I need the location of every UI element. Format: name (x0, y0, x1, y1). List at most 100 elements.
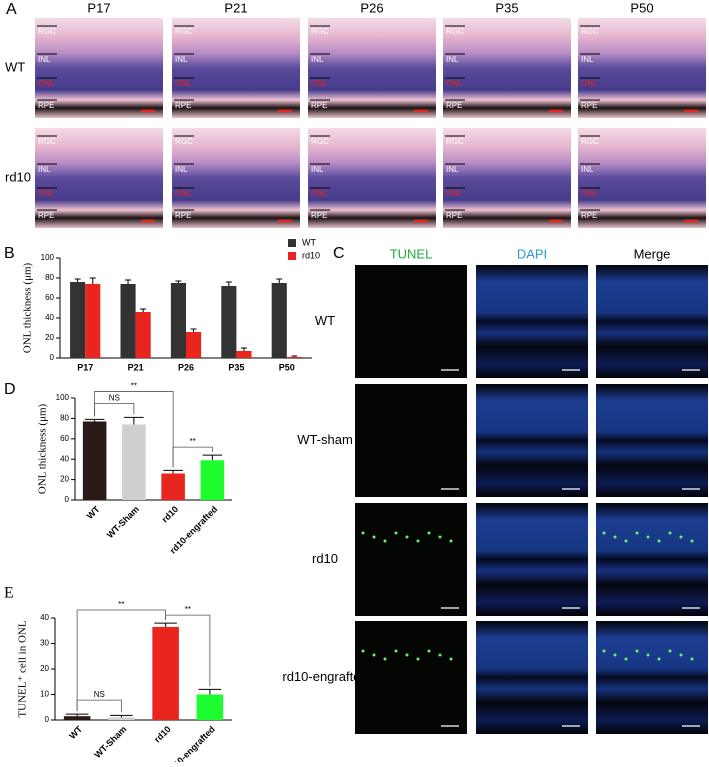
y-axis-label: ONL thickness (μm) (22, 262, 34, 353)
bar (170, 283, 186, 358)
y-axis-label: ONL thickness (μm) (37, 403, 49, 494)
layer-label: INL (175, 55, 188, 64)
x-tick-label: WT (67, 724, 84, 741)
bar (82, 421, 107, 500)
x-tick-label: P50 (279, 362, 295, 372)
layer-label: ONL (446, 189, 463, 198)
x-tick-label: WT (85, 504, 102, 521)
fluorescence-image (476, 265, 588, 378)
fluorescence-image (476, 384, 588, 497)
y-tick-label: 40 (40, 613, 49, 622)
y-tick-label: 60 (60, 434, 69, 443)
layer-label: INL (446, 55, 459, 64)
fluorescence-image (355, 265, 467, 378)
fluorescence-image (596, 384, 708, 497)
row-label: rd10-engrafted (282, 669, 367, 684)
y-tick-label: 100 (41, 253, 55, 262)
y-axis-label: TUNEL⁺ cell in ONL (17, 620, 29, 717)
fluorescence-image (476, 503, 588, 616)
layer-label: RPE (581, 211, 597, 220)
bar (196, 694, 224, 720)
tunel-spot (405, 535, 409, 539)
tunel-spot (679, 653, 683, 657)
bar (108, 717, 135, 720)
significance-bracket (94, 391, 174, 468)
row-label: rd10 (5, 169, 31, 184)
column-label: Merge (634, 246, 671, 261)
x-tick-label: P35 (228, 362, 244, 372)
bar (186, 332, 202, 358)
layer-label: INL (38, 165, 51, 174)
tunel-spot (372, 653, 376, 657)
layer-label: INL (446, 165, 459, 174)
significance-label: ** (185, 605, 191, 614)
panel-label: A (6, 1, 17, 18)
y-tick-label: 30 (40, 639, 49, 648)
layer-label: RPE (175, 101, 191, 110)
layer-label: RPE (38, 211, 54, 220)
legend-swatch (288, 239, 296, 247)
y-tick-label: 0 (50, 353, 55, 362)
y-tick-label: 0 (65, 495, 70, 504)
histology-image (35, 128, 163, 228)
tunel-spot (679, 535, 683, 539)
tunel-spot (383, 657, 387, 661)
panel-label: B (4, 245, 15, 262)
bar (200, 460, 225, 500)
layer-label: RGC (581, 137, 599, 146)
tunel-spot (613, 535, 617, 539)
significance-bracket (165, 614, 211, 687)
significance-bracket (94, 402, 135, 417)
y-tick-label: 40 (45, 313, 54, 322)
significance-label: ** (190, 437, 196, 446)
tunel-spot (690, 539, 694, 543)
significance-bracket (172, 446, 213, 468)
layer-label: RPE (581, 101, 597, 110)
tunel-spot (657, 539, 661, 543)
histology-image (443, 128, 571, 228)
column-label: P35 (495, 0, 518, 15)
tunel-spot (602, 649, 606, 653)
y-tick-label: 20 (45, 333, 54, 342)
column-label: P17 (87, 0, 110, 15)
layer-label: RGC (446, 137, 464, 146)
bar (122, 424, 146, 500)
layer-label: ONL (38, 189, 55, 198)
histology-image (35, 18, 163, 118)
histology-image (578, 18, 706, 118)
legend-label: rd10 (302, 250, 320, 260)
y-tick-label: 80 (45, 273, 54, 282)
column-label: TUNEL (390, 246, 433, 261)
tunel-spot (646, 535, 650, 539)
layer-label: RGC (446, 27, 464, 36)
layer-label: ONL (175, 79, 192, 88)
x-tick-label: rd10-engrafted (165, 724, 217, 762)
tunel-spot (372, 535, 376, 539)
layer-label: ONL (581, 79, 598, 88)
fluorescence-image (355, 503, 467, 616)
column-label: P50 (630, 0, 653, 15)
layer-label: RPE (446, 211, 462, 220)
tunel-spot (438, 535, 442, 539)
tunel-spot (416, 657, 420, 661)
tunel-spot (668, 649, 672, 653)
y-tick-label: 10 (40, 690, 49, 699)
y-tick-label: 100 (56, 393, 70, 402)
bar (286, 357, 302, 358)
row-label: rd10 (312, 551, 338, 566)
row-label: WT (315, 313, 335, 328)
y-tick-label: 80 (60, 414, 69, 423)
tunel-spot (449, 657, 453, 661)
legend-label: WT (302, 237, 316, 247)
layer-label: ONL (581, 189, 598, 198)
significance-label: ** (118, 600, 124, 609)
layer-label: INL (311, 55, 324, 64)
fluorescence-image (596, 265, 708, 378)
column-label: P21 (224, 0, 247, 15)
column-label: P26 (360, 0, 383, 15)
significance-label: ** (131, 382, 137, 391)
tunel-spot (624, 539, 628, 543)
x-tick-label: WT-Sham (105, 504, 141, 540)
fluorescence-image (355, 621, 467, 734)
x-tick-label: WT-Sham (92, 724, 128, 760)
